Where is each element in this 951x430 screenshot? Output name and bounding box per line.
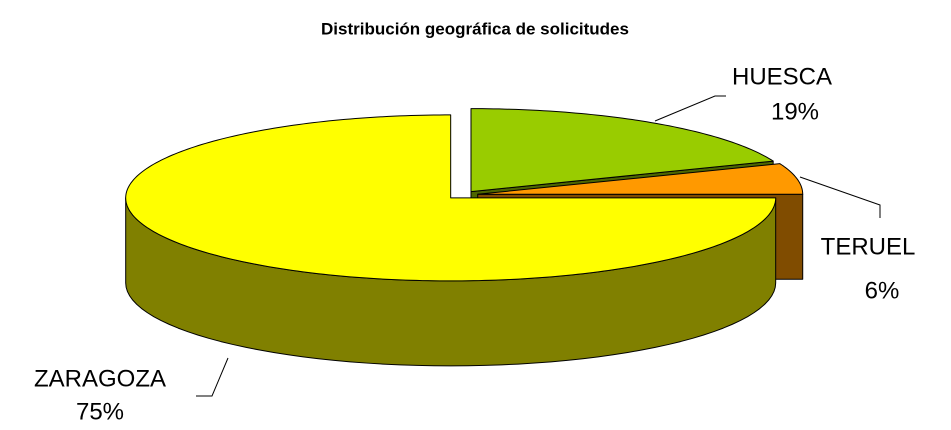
- leader-line: [799, 176, 881, 218]
- labels: HUESCA 19% TERUEL 6% ZARAGOZA 75%: [34, 63, 915, 425]
- category-label: TERUEL: [821, 233, 916, 260]
- pie: [125, 108, 804, 367]
- value-label: 19%: [771, 98, 819, 125]
- value-label: 6%: [865, 277, 900, 304]
- category-label: HUESCA: [732, 63, 832, 90]
- slice: [477, 163, 804, 195]
- category-label: ZARAGOZA: [34, 365, 166, 392]
- leader-line: [196, 357, 229, 397]
- slice: [125, 114, 777, 282]
- leader-line: [654, 95, 726, 122]
- value-label: 75%: [76, 398, 124, 425]
- slice: [470, 108, 774, 193]
- chart-title: Distribución geográfica de solicitudes: [321, 19, 629, 38]
